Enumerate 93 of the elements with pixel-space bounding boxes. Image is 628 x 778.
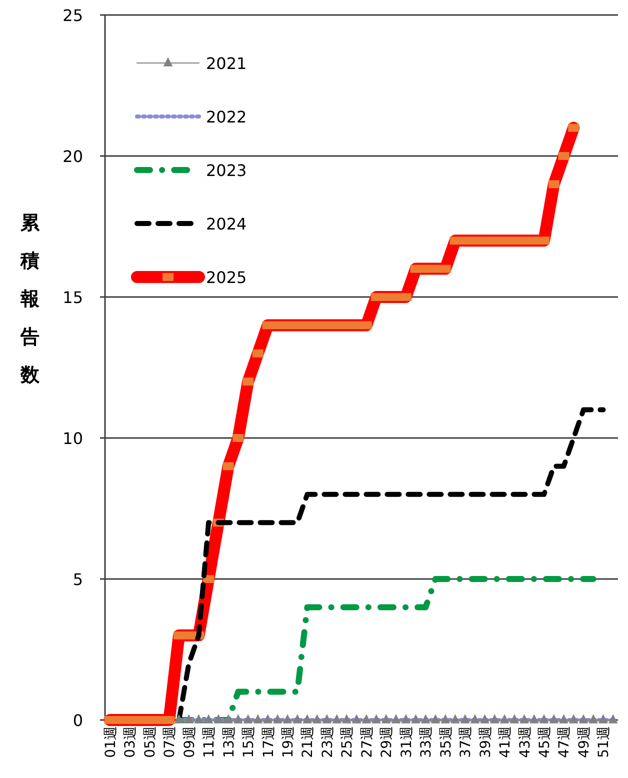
point bbox=[194, 714, 204, 724]
point bbox=[540, 714, 548, 724]
point bbox=[224, 714, 233, 724]
x-tick-label: 39週 bbox=[478, 726, 494, 758]
point bbox=[401, 714, 410, 724]
x-tick-label: 15週 bbox=[241, 726, 258, 758]
x-tick-label: 49週 bbox=[576, 726, 592, 758]
y-tick-label: 10 bbox=[62, 429, 83, 448]
point bbox=[342, 714, 352, 724]
x-tick-label: 11週 bbox=[202, 726, 218, 758]
x-tick-label: 01週 bbox=[102, 726, 119, 758]
point bbox=[568, 124, 580, 132]
x-tick-label: 07週 bbox=[162, 726, 178, 758]
x-tick-label: 51週 bbox=[596, 726, 612, 758]
point bbox=[332, 714, 342, 724]
point bbox=[440, 264, 451, 273]
point bbox=[530, 714, 539, 724]
point bbox=[411, 714, 420, 724]
point bbox=[222, 462, 234, 470]
x-tick-label: 19週 bbox=[280, 726, 297, 758]
point bbox=[470, 714, 480, 724]
legend-label: 2024 bbox=[206, 214, 247, 234]
y-tick-label: 20 bbox=[62, 147, 83, 166]
legend-label: 2025 bbox=[206, 268, 247, 287]
point bbox=[283, 714, 292, 724]
x-tick-label: 45週 bbox=[537, 726, 554, 758]
point bbox=[549, 714, 558, 724]
x-tick-label: 23週 bbox=[320, 726, 336, 758]
x-tick-label: 05週 bbox=[142, 726, 158, 758]
point bbox=[460, 714, 470, 724]
x-tick-label: 35週 bbox=[438, 726, 454, 758]
point bbox=[440, 714, 450, 724]
point bbox=[450, 714, 460, 724]
x-tick-label: 25週 bbox=[340, 726, 356, 758]
x-tick-label: 31週 bbox=[398, 726, 415, 758]
x-tick-label: 41週 bbox=[498, 726, 514, 758]
point bbox=[184, 714, 194, 724]
point bbox=[372, 714, 381, 724]
point bbox=[204, 714, 213, 724]
point bbox=[362, 714, 371, 724]
point bbox=[480, 714, 490, 724]
point bbox=[322, 714, 332, 724]
x-tick-label: 37週 bbox=[458, 726, 474, 758]
point bbox=[273, 714, 282, 724]
point bbox=[500, 714, 509, 724]
y-axis-title: 累積報告数 bbox=[20, 212, 40, 386]
x-tick-label: 17週 bbox=[260, 726, 277, 758]
y-tick-label: 15 bbox=[62, 288, 83, 307]
point bbox=[450, 236, 461, 245]
point bbox=[421, 714, 430, 724]
point bbox=[490, 714, 500, 724]
point bbox=[569, 714, 578, 724]
point bbox=[431, 714, 440, 724]
point bbox=[352, 714, 361, 724]
point bbox=[292, 714, 302, 724]
point bbox=[360, 321, 372, 330]
y-tick-label: 5 bbox=[72, 570, 83, 589]
point bbox=[608, 714, 618, 724]
point bbox=[598, 714, 608, 724]
point bbox=[254, 714, 262, 724]
x-tick-label: 43週 bbox=[517, 726, 534, 758]
y-tick-label: 0 bbox=[72, 711, 83, 730]
x-tick-label: 29週 bbox=[379, 726, 396, 758]
point bbox=[173, 631, 184, 640]
point bbox=[214, 714, 223, 724]
point bbox=[234, 714, 243, 724]
x-tick-label: 27週 bbox=[359, 726, 376, 758]
point bbox=[312, 714, 322, 724]
point bbox=[520, 714, 529, 724]
point bbox=[302, 714, 312, 724]
point bbox=[252, 349, 264, 358]
point bbox=[244, 714, 252, 724]
point bbox=[579, 714, 588, 724]
y-tick-label: 25 bbox=[62, 6, 83, 25]
x-tick-label: 33週 bbox=[418, 726, 435, 758]
point bbox=[174, 714, 184, 724]
x-tick-label: 09週 bbox=[182, 726, 198, 758]
legend-label: 2021 bbox=[206, 54, 247, 73]
x-tick-label: 03週 bbox=[122, 726, 139, 758]
x-tick-label: 21週 bbox=[300, 726, 316, 758]
point bbox=[392, 714, 400, 724]
point bbox=[382, 714, 391, 724]
legend-label: 2022 bbox=[206, 108, 247, 126]
point bbox=[548, 180, 560, 188]
point bbox=[588, 714, 598, 724]
point bbox=[242, 378, 254, 386]
point bbox=[538, 236, 550, 245]
point bbox=[510, 714, 519, 724]
legend-label: 2023 bbox=[206, 161, 247, 180]
point bbox=[263, 714, 272, 724]
x-tick-label: 47週 bbox=[556, 726, 573, 758]
point bbox=[559, 714, 568, 724]
x-tick-label: 13週 bbox=[221, 726, 238, 758]
